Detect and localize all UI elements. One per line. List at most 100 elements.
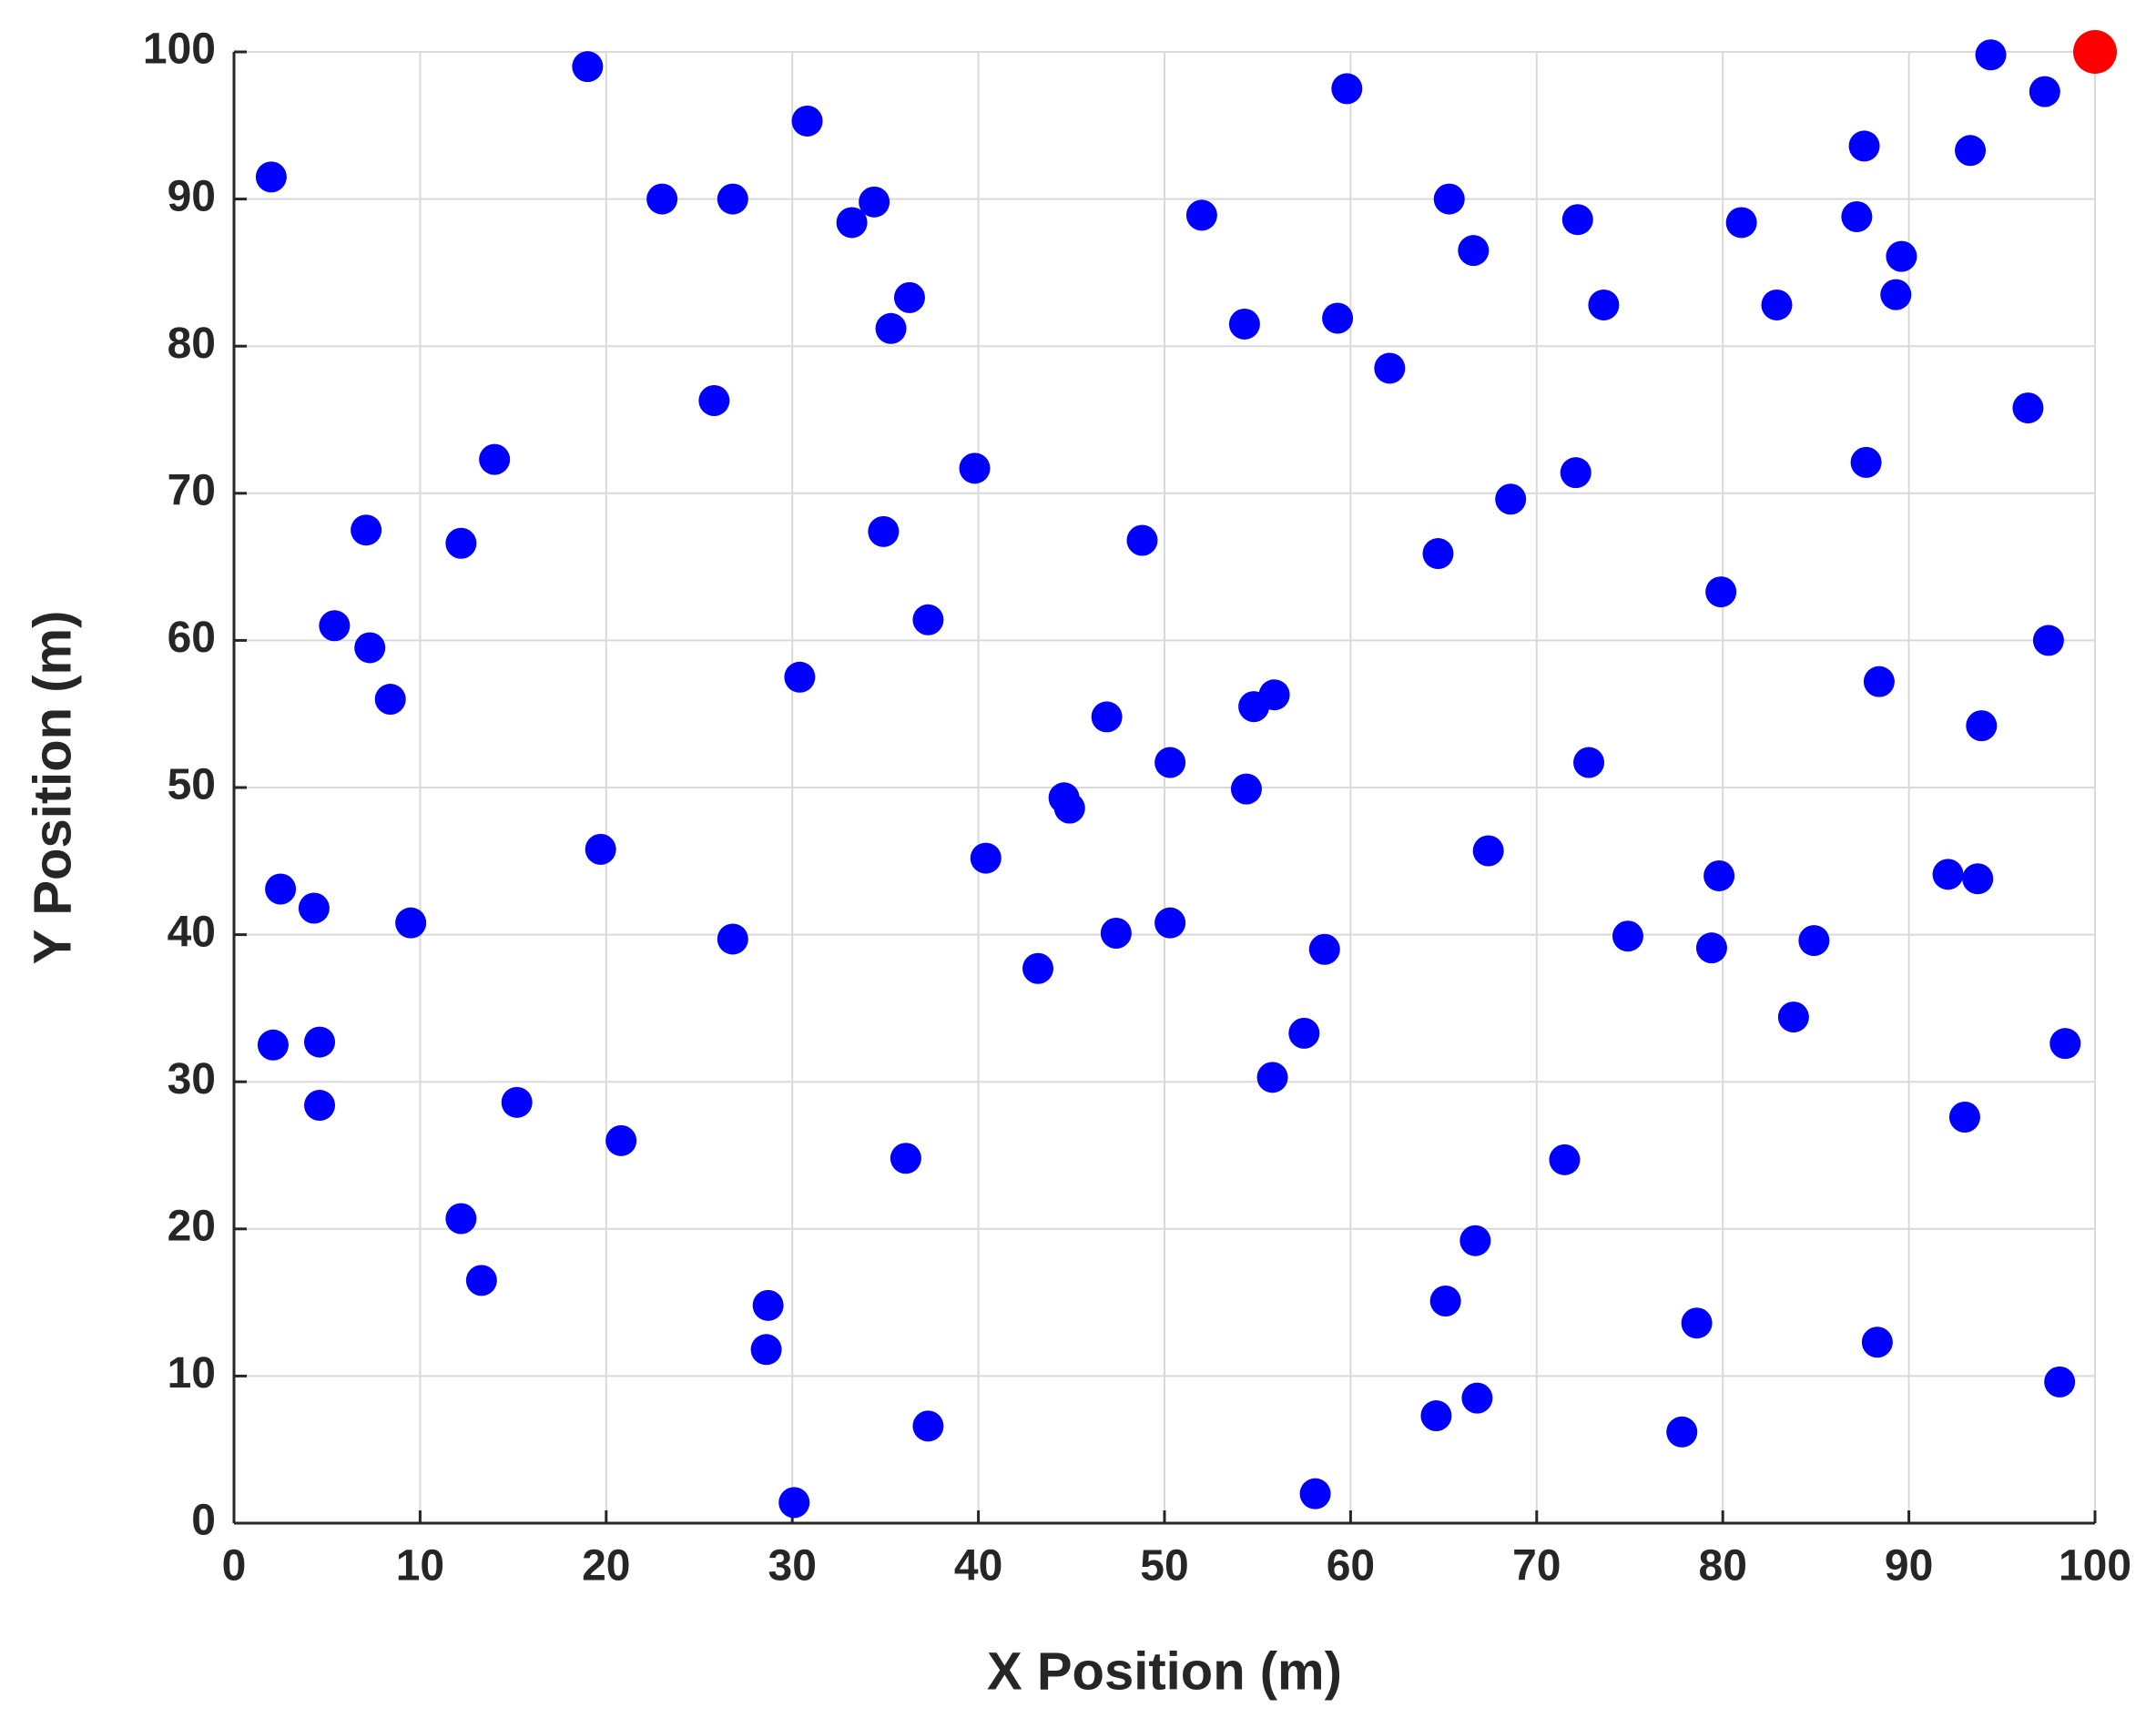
point	[1458, 235, 1490, 267]
point	[1495, 483, 1527, 515]
point	[1612, 920, 1643, 952]
point	[585, 833, 616, 865]
point	[1258, 679, 1290, 711]
point	[1861, 1326, 1893, 1358]
point	[572, 51, 604, 83]
point	[893, 281, 925, 313]
point	[1841, 200, 1873, 232]
point	[605, 1124, 637, 1156]
point	[2073, 30, 2117, 74]
point	[1126, 524, 1158, 556]
x-tick-label: 70	[1512, 1542, 1561, 1591]
point	[1695, 932, 1727, 964]
point	[2012, 392, 2044, 424]
point	[374, 684, 406, 716]
point	[1433, 183, 1465, 215]
x-tick-label: 30	[768, 1542, 817, 1591]
y-tick-label: 10	[168, 1349, 216, 1398]
point	[1761, 289, 1793, 320]
point	[717, 923, 748, 955]
point	[2044, 1366, 2076, 1398]
point	[784, 661, 816, 693]
point	[1962, 863, 1994, 895]
point	[1886, 240, 1917, 272]
point	[1588, 289, 1620, 320]
point	[1461, 1382, 1493, 1414]
point	[1725, 207, 1757, 239]
x-tick-label: 10	[396, 1542, 444, 1591]
point	[959, 452, 991, 484]
point	[1230, 773, 1262, 805]
x-axis-label: X Position (m)	[987, 1642, 1342, 1701]
point	[1256, 1062, 1288, 1093]
point	[304, 1026, 336, 1058]
point	[698, 384, 730, 416]
point	[445, 1203, 477, 1235]
point	[354, 632, 386, 664]
point	[778, 1487, 810, 1519]
point	[1798, 925, 1830, 957]
point	[1022, 952, 1054, 984]
y-tick-label: 20	[168, 1202, 216, 1250]
point	[646, 183, 678, 215]
point	[752, 1289, 784, 1321]
y-tick-label: 80	[168, 320, 216, 368]
point	[1429, 1285, 1461, 1316]
point	[791, 105, 823, 137]
point	[717, 183, 748, 215]
x-tick-label: 60	[1327, 1542, 1375, 1591]
point	[2032, 625, 2064, 656]
point	[1422, 538, 1454, 570]
point	[1322, 302, 1354, 334]
x-tick-label: 0	[222, 1542, 247, 1591]
y-tick-label: 30	[168, 1055, 216, 1103]
point	[875, 312, 907, 344]
point	[1848, 130, 1880, 162]
point	[2049, 1028, 2081, 1060]
point	[465, 1265, 497, 1296]
point	[1850, 446, 1882, 478]
x-tick-label: 40	[954, 1542, 1002, 1591]
x-tick-label: 80	[1699, 1542, 1747, 1591]
point	[1681, 1307, 1713, 1339]
point	[1091, 701, 1123, 733]
x-tick-label: 50	[1140, 1542, 1188, 1591]
point	[1472, 835, 1504, 867]
point	[1705, 576, 1737, 608]
point	[970, 842, 1002, 874]
point	[319, 610, 351, 642]
point	[1549, 1144, 1581, 1175]
point	[1459, 1225, 1491, 1256]
point	[265, 873, 297, 905]
point	[1288, 1017, 1320, 1049]
point	[351, 514, 382, 546]
point	[445, 527, 477, 559]
point	[257, 1029, 289, 1061]
point	[1703, 859, 1735, 891]
point	[1053, 792, 1085, 824]
point	[1948, 1101, 1980, 1133]
point	[1331, 73, 1363, 105]
y-axis-label: Y Position (m)	[23, 611, 82, 965]
x-tick-label: 90	[1885, 1542, 1933, 1591]
y-tick-label: 90	[168, 172, 216, 220]
y-tick-label: 100	[143, 25, 216, 74]
y-tick-label: 60	[168, 614, 216, 662]
point	[1561, 204, 1593, 236]
point	[1100, 917, 1132, 949]
y-tick-label: 0	[191, 1497, 216, 1545]
point	[1573, 747, 1605, 778]
point	[501, 1086, 533, 1118]
point	[1932, 859, 1964, 890]
point	[1975, 39, 2007, 71]
point	[1666, 1416, 1698, 1448]
point	[1880, 279, 1912, 310]
point	[859, 186, 890, 218]
point	[836, 207, 868, 239]
point	[1966, 710, 1998, 742]
point	[1863, 666, 1895, 697]
point	[890, 1143, 921, 1174]
point	[298, 892, 330, 924]
point	[1560, 457, 1592, 489]
